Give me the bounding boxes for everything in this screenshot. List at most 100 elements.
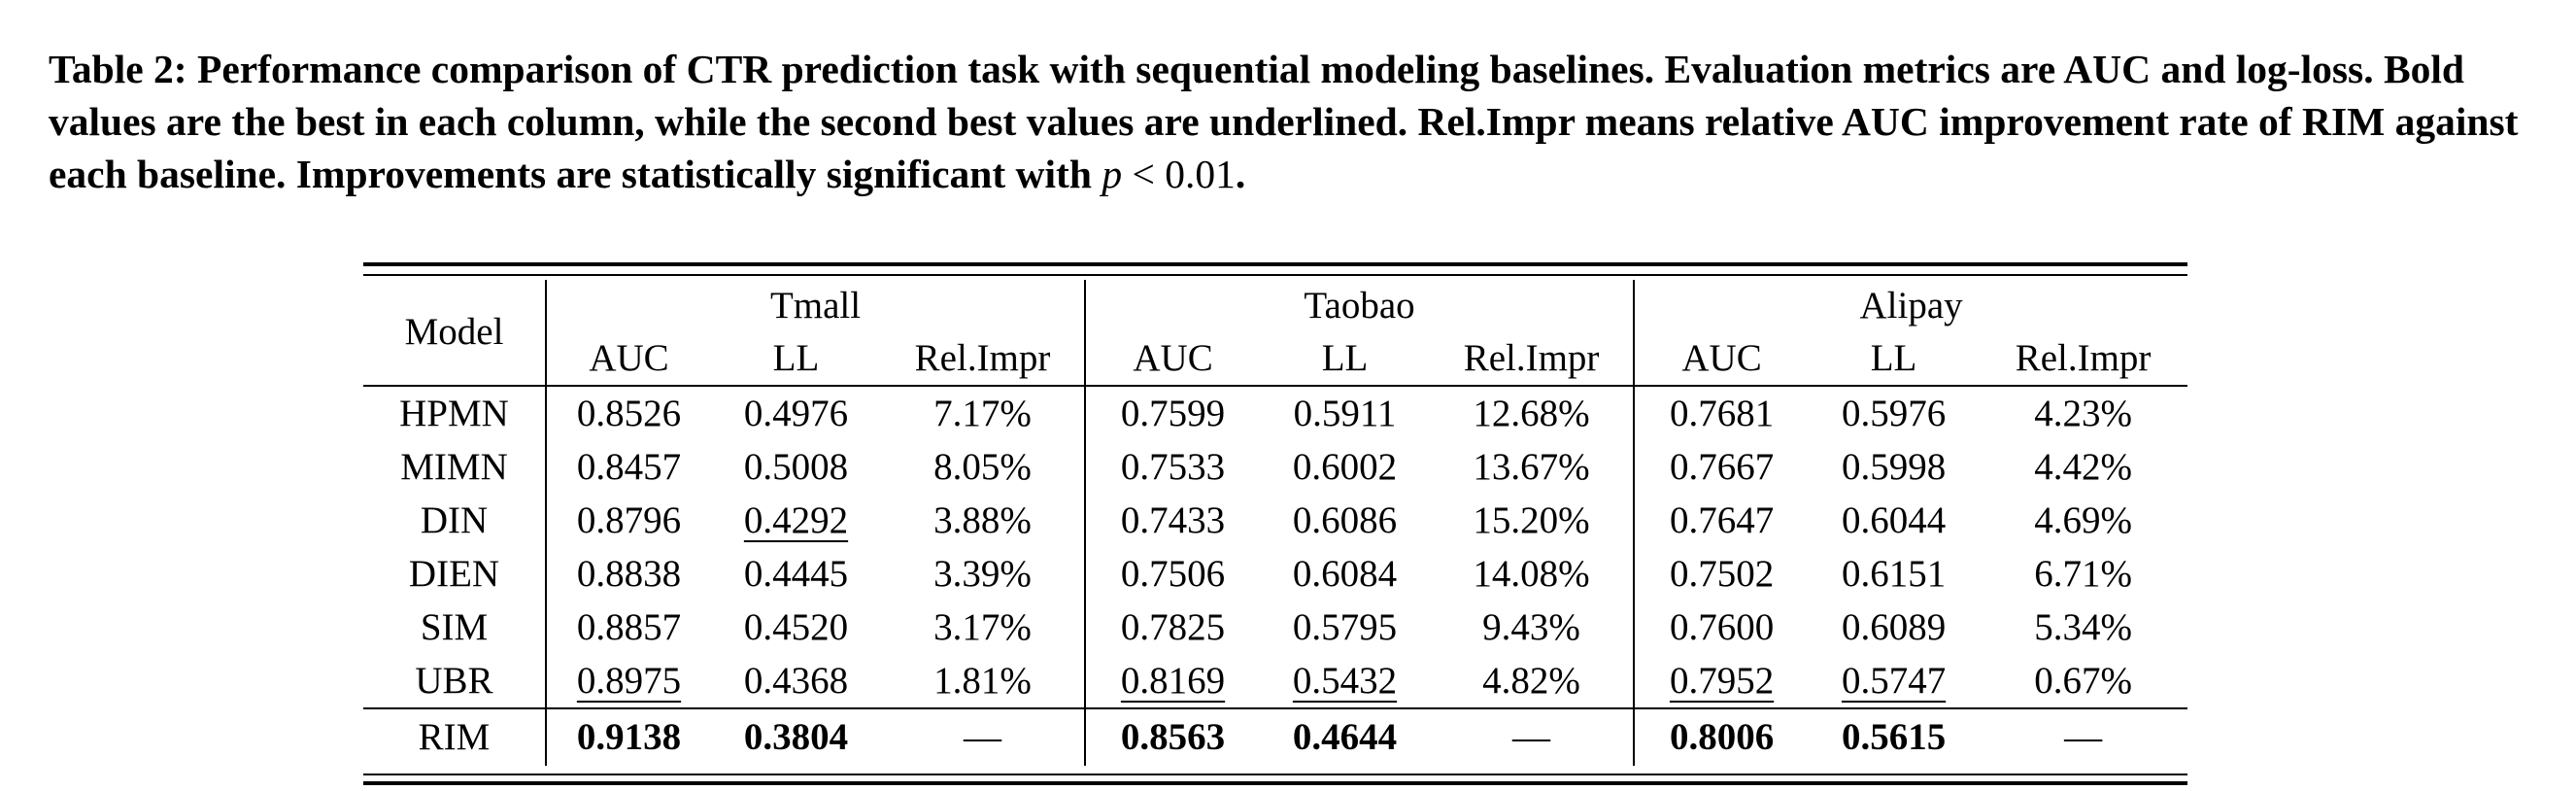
value-text: 0.8975 — [576, 660, 682, 702]
value-text: 13.67% — [1473, 446, 1590, 488]
caption-p-symbol: p — [1102, 152, 1123, 196]
value-cell: 0.5795 — [1260, 601, 1430, 654]
model-cell: RIM — [363, 707, 547, 766]
metric-header: Rel.Impr — [881, 332, 1087, 387]
value-text: 0.5998 — [1841, 446, 1947, 488]
value-text: 15.20% — [1473, 499, 1590, 541]
value-cell: 0.8857 — [546, 601, 711, 654]
value-cell: 0.7506 — [1085, 547, 1260, 601]
table-row: DIEN 0.8838 0.4445 3.39% 0.7506 0.6084 14.08% 0… — [363, 547, 2187, 601]
caption-end: . — [1235, 152, 1246, 196]
table-row: RIM 0.9138 0.3804 — 0.8563 0.4644 — 0.8006 0.561… — [363, 707, 2188, 766]
value-text: 0.8796 — [576, 499, 682, 541]
model-header: Model — [363, 280, 547, 387]
results-table: Model Tmall Taobao Alipay AUC LL Rel.Imp… — [363, 280, 2188, 766]
value-cell: 0.8563 — [1085, 707, 1261, 766]
table-body: HPMN 0.8526 0.4976 7.17% 0.7599 0.5911 12.68% 0… — [363, 386, 2188, 766]
value-cell: 0.7825 — [1085, 601, 1260, 654]
value-cell: 0.4520 — [711, 601, 881, 654]
value-cell: 0.7681 — [1634, 386, 1809, 440]
value-text: 4.23% — [2034, 393, 2132, 434]
value-text: — — [1512, 716, 1551, 758]
value-cell: 0.5008 — [711, 440, 881, 494]
top-rule — [363, 262, 2187, 266]
value-cell: 0.8457 — [546, 440, 711, 494]
value-cell: 15.20% — [1430, 494, 1636, 547]
metric-header: Rel.Impr — [1430, 332, 1636, 387]
value-cell: 0.6002 — [1260, 440, 1430, 494]
value-cell: 0.5998 — [1809, 440, 1979, 494]
value-cell: 0.4644 — [1260, 707, 1431, 766]
value-text: 3.39% — [933, 553, 1032, 595]
value-text: 0.5008 — [743, 446, 849, 488]
value-text: 3.88% — [933, 499, 1032, 541]
value-text: 0.6151 — [1841, 553, 1947, 595]
value-text: 0.67% — [2034, 660, 2132, 702]
value-text: 3.17% — [933, 606, 1032, 648]
value-cell: 0.5911 — [1260, 386, 1430, 440]
value-text: 4.69% — [2034, 499, 2132, 541]
value-text: 6.71% — [2034, 553, 2132, 595]
value-cell: 12.68% — [1430, 386, 1636, 440]
value-text: 0.7533 — [1120, 446, 1226, 488]
value-cell: 0.8838 — [546, 547, 711, 601]
metric-header: LL — [711, 332, 881, 387]
value-cell: 4.82% — [1430, 654, 1636, 708]
group-header-alipay: Alipay — [1859, 285, 1963, 327]
value-cell: 5.34% — [1979, 601, 2187, 654]
value-text: 0.4368 — [743, 660, 849, 702]
value-text: 0.8563 — [1120, 716, 1226, 758]
value-text: 0.5747 — [1841, 660, 1947, 702]
value-cell: 0.4976 — [711, 386, 881, 440]
value-cell: 0.4445 — [711, 547, 881, 601]
value-text: 0.7433 — [1120, 499, 1226, 541]
value-cell: 8.05% — [881, 440, 1087, 494]
header-row-metrics: AUC LL Rel.Impr AUC LL Rel.Impr AUC LL R… — [363, 332, 2188, 387]
metric-header: Rel.Impr — [1979, 332, 2188, 387]
group-header-tmall: Tmall — [546, 280, 1087, 332]
bottom-rule — [363, 774, 2187, 775]
value-cell: 0.7533 — [1085, 440, 1260, 494]
bottom-rule-outer — [363, 781, 2187, 785]
value-cell: 0.6151 — [1809, 547, 1979, 601]
value-text: 5.34% — [2034, 606, 2132, 648]
value-cell: 0.7952 — [1634, 654, 1809, 708]
value-text: 4.42% — [2034, 446, 2132, 488]
value-text: 0.7502 — [1669, 553, 1775, 595]
value-text: 0.7667 — [1669, 446, 1775, 488]
value-text: 12.68% — [1473, 393, 1590, 434]
value-cell: 3.17% — [881, 601, 1087, 654]
value-text: 0.4292 — [743, 499, 849, 541]
value-text: 0.8006 — [1669, 716, 1775, 758]
model-cell: MIMN — [363, 440, 547, 494]
value-cell: 9.43% — [1430, 601, 1636, 654]
value-cell: — — [1979, 707, 2188, 766]
value-text: 14.08% — [1473, 553, 1590, 595]
metric-header: AUC — [546, 332, 711, 387]
value-cell: 4.69% — [1979, 494, 2187, 547]
value-text: 0.4520 — [743, 606, 849, 648]
value-cell: 0.7599 — [1085, 386, 1260, 440]
value-cell: 4.23% — [1979, 386, 2187, 440]
value-cell: 0.7600 — [1634, 601, 1809, 654]
value-cell: 6.71% — [1979, 547, 2187, 601]
value-text: 0.7647 — [1669, 499, 1775, 541]
value-text: 0.4976 — [743, 393, 849, 434]
value-cell: 0.7502 — [1634, 547, 1809, 601]
value-cell: 3.39% — [881, 547, 1087, 601]
caption-comparison: < 0.01 — [1132, 152, 1236, 196]
metric-header: LL — [1260, 332, 1431, 387]
value-text: 0.6086 — [1292, 499, 1398, 541]
value-text: 0.5615 — [1841, 716, 1947, 758]
value-cell: 0.4292 — [711, 494, 881, 547]
value-cell: 0.3804 — [711, 707, 881, 766]
value-cell: 0.6086 — [1260, 494, 1430, 547]
value-cell: 0.7667 — [1634, 440, 1809, 494]
value-text: 0.8526 — [576, 393, 682, 434]
value-text: 0.5976 — [1841, 393, 1947, 434]
value-text: 9.43% — [1482, 606, 1580, 648]
model-cell: DIN — [363, 494, 547, 547]
table-row: MIMN 0.8457 0.5008 8.05% 0.7533 0.6002 13.67% 0… — [363, 440, 2187, 494]
value-cell: 3.88% — [881, 494, 1087, 547]
value-text: 0.5432 — [1292, 660, 1398, 702]
